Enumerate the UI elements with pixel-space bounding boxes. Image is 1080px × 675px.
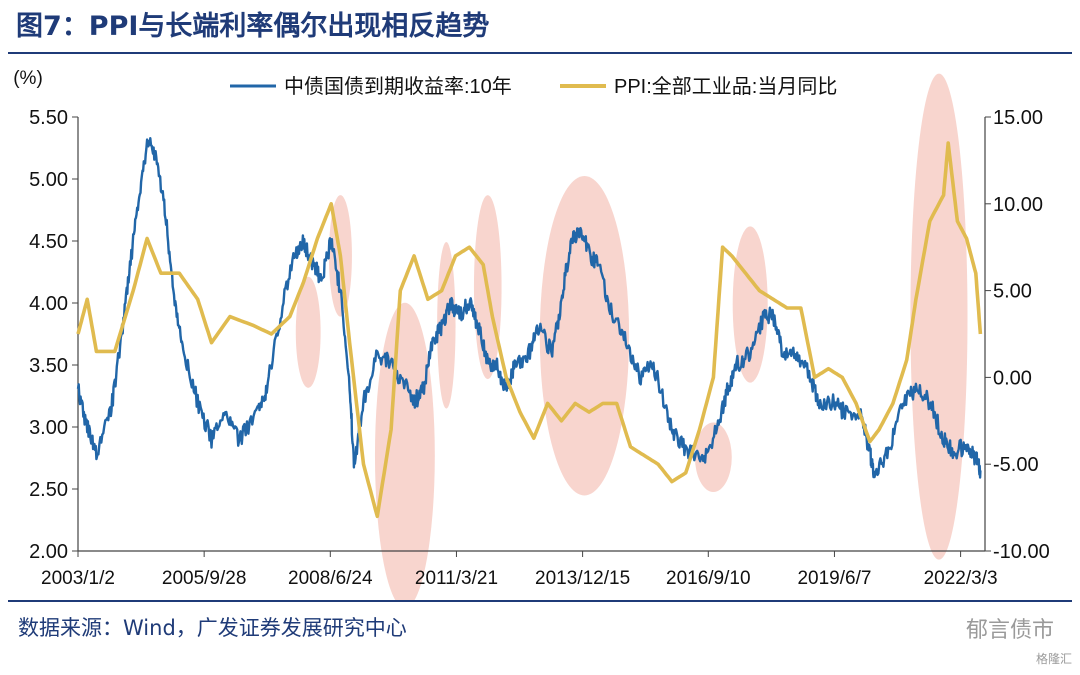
x-tick-label: 2008/6/24	[288, 568, 373, 589]
series-line-ppi	[76, 141, 983, 519]
highlight-ellipse	[694, 422, 732, 492]
right-tick-label: -10.00	[993, 541, 1050, 563]
highlight-ellipse	[374, 302, 435, 600]
left-tick-label: 3.50	[29, 355, 68, 377]
left-tick-label: 2.50	[29, 479, 68, 501]
highlight-ellipse	[539, 176, 630, 496]
x-tick-label: 2003/1/2	[41, 568, 115, 589]
title-rule	[8, 52, 1072, 54]
left-tick-label: 4.00	[29, 293, 68, 315]
series-line-bond-yield	[76, 136, 982, 479]
right-tick-label: 15.00	[993, 107, 1043, 129]
watermark: 郁言债市	[965, 618, 1054, 643]
x-tick-label: 2022/3/3	[924, 568, 998, 589]
highlight-ellipse	[295, 276, 321, 388]
right-tick-label: -5.00	[993, 454, 1039, 476]
x-tick-label: 2011/3/21	[415, 568, 498, 589]
series-layer	[76, 136, 983, 519]
figure-title: 图7：PPI与长端利率偶尔出现相反趋势	[16, 11, 490, 42]
left-tick-label: 3.00	[29, 417, 68, 439]
right-tick-label: 5.00	[993, 281, 1032, 303]
legend-label: 中债国债到期收益率:10年	[284, 75, 512, 98]
watermark-small: 格隆汇	[1035, 652, 1072, 666]
source-rule	[8, 600, 1072, 602]
x-tick-label: 2016/9/10	[666, 568, 751, 589]
legend-label: PPI:全部工业品:当月同比	[614, 75, 837, 98]
left-tick-label: 5.50	[29, 107, 68, 129]
right-tick-label: 0.00	[993, 367, 1032, 389]
left-axis-unit: (%)	[13, 68, 43, 89]
highlight-ellipse	[437, 241, 456, 409]
legend: 中债国债到期收益率:10年 PPI:全部工业品:当月同比	[230, 75, 837, 98]
x-tick-label: 2005/9/28	[162, 568, 247, 589]
right-tick-label: 10.00	[993, 194, 1043, 216]
chart-svg: 2.00 2.50 3.00 3.50 4.00 4.50 5.00 5.50 (%) -10.0…	[13, 68, 1050, 600]
source-note: 数据来源：Wind，广发证券发展研究中心	[18, 616, 407, 640]
x-tick-label: 2013/12/15	[535, 568, 630, 589]
x-tick-label: 2019/6/7	[797, 568, 871, 589]
axes-layer: 2.00 2.50 3.00 3.50 4.00 4.50 5.00 5.50 (%) -10.0…	[13, 68, 1050, 589]
left-tick-label: 2.00	[29, 541, 68, 563]
left-tick-label: 4.50	[29, 231, 68, 253]
left-tick-label: 5.00	[29, 169, 68, 191]
highlight-ellipse	[910, 73, 968, 560]
